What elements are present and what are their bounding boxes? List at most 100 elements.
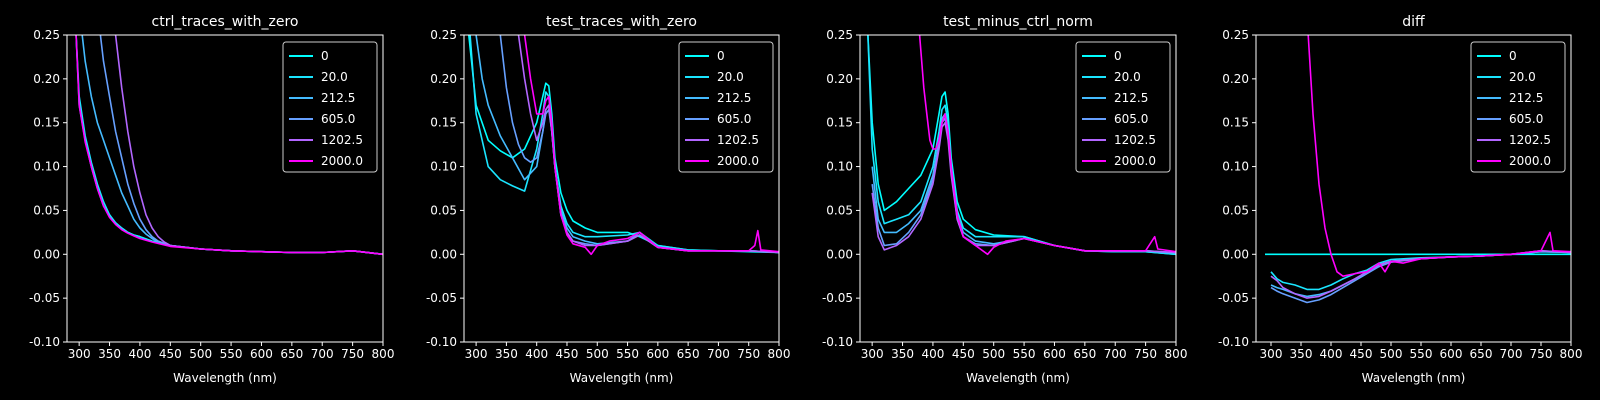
x-tick-label: 350 — [1290, 347, 1313, 361]
y-tick-label: 0.00 — [33, 247, 60, 261]
x-tick-label: 600 — [250, 347, 273, 361]
x-tick-label: 300 — [68, 347, 91, 361]
x-tick-label: 500 — [982, 347, 1005, 361]
legend-label: 605.0 — [321, 112, 355, 126]
y-tick-label: 0.05 — [1222, 203, 1249, 217]
y-tick-label: 0.25 — [826, 28, 853, 42]
y-tick-label: 0.20 — [826, 72, 853, 86]
x-tick-label: 750 — [341, 347, 364, 361]
x-tick-label: 350 — [98, 347, 121, 361]
y-tick-label: 0.05 — [430, 203, 457, 217]
legend-label: 0 — [717, 49, 725, 63]
legend-label: 2000.0 — [1509, 154, 1551, 168]
chart-title: test_minus_ctrl_norm — [943, 14, 1093, 30]
legend-label: 2000.0 — [717, 154, 759, 168]
y-tick-label: 0.10 — [826, 160, 853, 174]
y-tick-label: -0.10 — [1218, 335, 1249, 349]
x-tick-label: 300 — [861, 347, 884, 361]
y-tick-label: 0.25 — [33, 28, 60, 42]
y-tick-label: 0.00 — [1222, 247, 1249, 261]
x-tick-label: 450 — [556, 347, 579, 361]
x-tick-label: 650 — [280, 347, 303, 361]
x-tick-label: 400 — [921, 347, 944, 361]
x-tick-label: 450 — [1350, 347, 1373, 361]
x-tick-label: 450 — [952, 347, 975, 361]
x-tick-label: 700 — [311, 347, 334, 361]
x-tick-label: 650 — [677, 347, 700, 361]
x-tick-label: 300 — [465, 347, 488, 361]
y-tick-label: 0.20 — [1222, 72, 1249, 86]
x-tick-label: 400 — [128, 347, 151, 361]
y-tick-label: 0.00 — [826, 247, 853, 261]
legend: 0 20.0 212.5 605.0 1202.5 2000.0 — [282, 41, 378, 173]
axes-frame — [859, 34, 1177, 343]
legend-box — [1075, 41, 1171, 173]
y-tick-label: -0.05 — [426, 291, 457, 305]
plot-area — [75, 35, 383, 256]
legend-label: 2000.0 — [321, 154, 363, 168]
x-tick-label: 800 — [372, 347, 395, 361]
x-tick-label: 550 — [1410, 347, 1433, 361]
legend-label: 212.5 — [1509, 91, 1543, 105]
x-tick-label: 600 — [646, 347, 669, 361]
x-tick-label: 750 — [1530, 347, 1553, 361]
legend-label: 0 — [1114, 49, 1122, 63]
series-line-2000.0 — [1307, 35, 1571, 278]
x-tick-label: 800 — [1560, 347, 1583, 361]
legend-box — [1470, 41, 1566, 173]
legend-box — [678, 41, 774, 173]
plot-area — [1265, 35, 1571, 304]
x-tick-label: 750 — [737, 347, 760, 361]
y-tick-label: -0.10 — [29, 335, 60, 349]
x-tick-label: 550 — [220, 347, 243, 361]
y-tick-label: 0.05 — [33, 203, 60, 217]
x-axis-label: Wavelength (nm) — [570, 371, 674, 385]
x-tick-label: 450 — [159, 347, 182, 361]
legend-label: 1202.5 — [717, 133, 759, 147]
x-tick-label: 550 — [616, 347, 639, 361]
legend-label: 20.0 — [1114, 70, 1141, 84]
legend-label: 212.5 — [717, 91, 751, 105]
chart-panel-1: 300 350 400 450 500 550 600 650 700 750 800 -0.10 -0… — [29, 14, 395, 385]
legend-label: 1202.5 — [1114, 133, 1156, 147]
y-tick-label: 0.00 — [430, 247, 457, 261]
y-tick-label: 0.15 — [430, 116, 457, 130]
series-line-2000.0 — [918, 35, 1176, 256]
chart-title: test_traces_with_zero — [546, 14, 697, 30]
x-tick-label: 500 — [586, 347, 609, 361]
y-tick-label: 0.15 — [33, 116, 60, 130]
x-tick-label: 800 — [768, 347, 791, 361]
chart-panel-3: 300 350 400 450 500 550 600 650 700 750 800 -0.10 -0… — [822, 14, 1188, 385]
legend-label: 605.0 — [1509, 112, 1543, 126]
y-tick-label: -0.10 — [822, 335, 853, 349]
x-tick-label: 500 — [189, 347, 212, 361]
x-tick-label: 650 — [1470, 347, 1493, 361]
chart-panel-2: 300 350 400 450 500 550 600 650 700 750 800 -0.10 -0… — [426, 14, 791, 385]
legend-label: 212.5 — [1114, 91, 1148, 105]
x-tick-label: 500 — [1380, 347, 1403, 361]
x-axis-label: Wavelength (nm) — [966, 371, 1070, 385]
legend: 0 20.0 212.5 605.0 1202.5 2000.0 — [1470, 41, 1566, 173]
x-tick-label: 600 — [1043, 347, 1066, 361]
legend-label: 605.0 — [717, 112, 751, 126]
legend-label: 605.0 — [1114, 112, 1148, 126]
x-tick-label: 700 — [707, 347, 730, 361]
y-tick-label: 0.10 — [33, 160, 60, 174]
y-tick-label: 0.25 — [430, 28, 457, 42]
series-line-2000.0 — [75, 35, 383, 256]
y-tick-label: -0.05 — [29, 291, 60, 305]
x-tick-label: 350 — [495, 347, 518, 361]
legend: 0 20.0 212.5 605.0 1202.5 2000.0 — [1075, 41, 1171, 173]
x-tick-label: 550 — [1013, 347, 1036, 361]
x-tick-label: 700 — [1500, 347, 1523, 361]
axes-frame — [1255, 34, 1572, 343]
x-tick-label: 350 — [891, 347, 914, 361]
y-tick-label: 0.20 — [33, 72, 60, 86]
y-tick-label: 0.05 — [826, 203, 853, 217]
series-line-20.0 — [1270, 250, 1571, 291]
x-tick-label: 300 — [1260, 347, 1283, 361]
legend-label: 0 — [321, 49, 329, 63]
y-tick-label: 0.15 — [1222, 116, 1249, 130]
y-tick-label: -0.05 — [822, 291, 853, 305]
legend-label: 20.0 — [321, 70, 348, 84]
